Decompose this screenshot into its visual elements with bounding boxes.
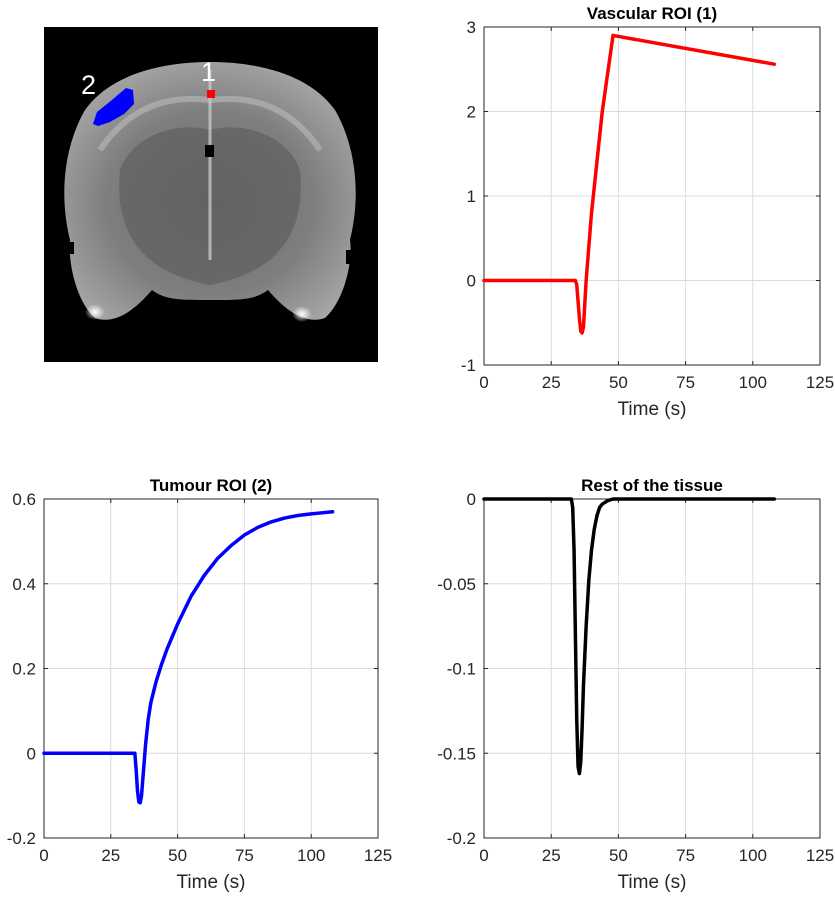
- x-axis-label: Time (s): [177, 872, 246, 893]
- y-tick-label: 3: [467, 18, 476, 37]
- y-tick-label: 0: [467, 490, 476, 509]
- y-tick-label: 2: [467, 103, 476, 122]
- x-tick-label: 100: [739, 373, 767, 392]
- chart-title: Tumour ROI (2): [150, 476, 272, 495]
- y-tick-label: -0.05: [437, 575, 476, 594]
- x-tick-label: 125: [806, 373, 834, 392]
- x-tick-label: 75: [235, 846, 254, 865]
- ventricle-mark: [205, 145, 214, 157]
- axes-box: [43, 498, 379, 839]
- y-tick-label: -0.15: [437, 744, 476, 763]
- roi-1-label: 1: [201, 57, 216, 87]
- bright-spot-right: [292, 306, 312, 322]
- image-side-notch-right: [346, 250, 354, 264]
- image-side-notch-left: [66, 242, 74, 254]
- y-tick-label: -0.2: [7, 829, 36, 848]
- y-tick-label: -0.1: [447, 660, 476, 679]
- x-tick-label: 50: [609, 846, 628, 865]
- brain-image-panel: 1 2: [44, 27, 378, 362]
- y-tick-label: 0.2: [12, 660, 36, 679]
- series-line-0: [42, 509, 335, 805]
- y-tick-label: 0: [467, 272, 476, 291]
- x-tick-label: 0: [479, 373, 488, 392]
- chart-title: Rest of the tissue: [581, 476, 723, 495]
- y-tick-label: 0: [27, 744, 36, 763]
- roi-2-label: 2: [81, 70, 96, 100]
- bright-spot-left: [85, 304, 105, 320]
- y-tick-label: 1: [467, 187, 476, 206]
- y-tick-label: 0.4: [12, 575, 36, 594]
- x-tick-label: 125: [806, 846, 834, 865]
- x-tick-label: 100: [739, 846, 767, 865]
- x-tick-label: 75: [676, 846, 695, 865]
- x-tick-label: 75: [676, 373, 695, 392]
- roi-1-region: [207, 90, 215, 98]
- roi-2-region: [93, 88, 134, 126]
- x-axis-label: Time (s): [618, 399, 687, 420]
- series-line-0: [482, 33, 777, 335]
- series-line-0: [482, 497, 777, 776]
- x-tick-label: 100: [297, 846, 325, 865]
- x-tick-label: 25: [542, 373, 561, 392]
- x-tick-label: 50: [609, 373, 628, 392]
- x-tick-label: 125: [364, 846, 392, 865]
- y-tick-label: -1: [461, 356, 476, 375]
- x-tick-label: 25: [542, 846, 561, 865]
- y-tick-label: 0.6: [12, 490, 36, 509]
- x-axis-label: Time (s): [618, 872, 687, 893]
- x-tick-label: 25: [101, 846, 120, 865]
- y-tick-label: -0.2: [447, 829, 476, 848]
- chart-rest-of-tissue: 0 25 50 75 100 125 -0.2 -0.15 -0.1 -0.05 0 Rest of …: [437, 476, 834, 893]
- x-tick-label: 50: [168, 846, 187, 865]
- x-tick-label: 0: [39, 846, 48, 865]
- axes-box: [483, 26, 821, 366]
- chart-title: Vascular ROI (1): [587, 4, 717, 23]
- x-tick-label: 0: [479, 846, 488, 865]
